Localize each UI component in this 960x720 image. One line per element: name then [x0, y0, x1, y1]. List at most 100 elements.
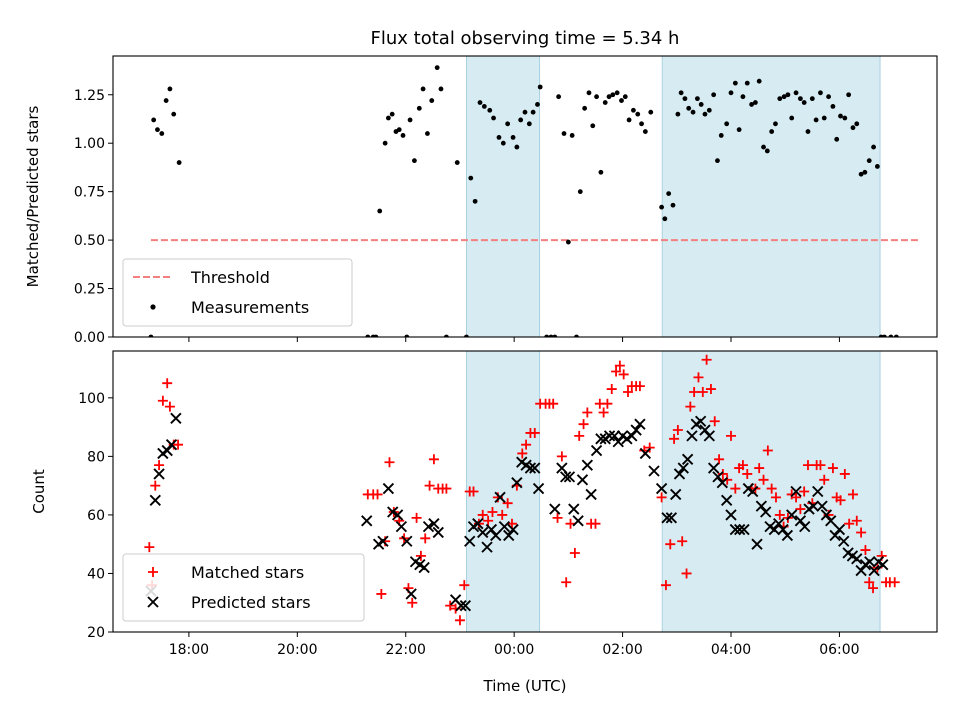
y-tick-label: 1.00: [74, 136, 105, 152]
predicted-star-point: [707, 462, 720, 474]
predicted-star-point: [585, 488, 597, 501]
matched-star-point: [697, 386, 708, 397]
matched-star-point: [726, 430, 736, 441]
predicted-star-point: [153, 468, 165, 480]
matched-star-point: [611, 366, 622, 377]
matched-star-point: [477, 509, 488, 520]
legend-matched-swatch: [148, 567, 158, 577]
predicted-star-point: [648, 465, 660, 477]
predicted-star-point: [768, 523, 781, 536]
matched-star-point: [614, 360, 625, 371]
predicted-star-point: [477, 526, 489, 539]
measurement-point: [724, 121, 730, 127]
measurement-point: [702, 111, 708, 117]
predicted-star-point: [401, 535, 413, 547]
predicted-star-point: [595, 433, 607, 445]
predicted-star-point: [729, 523, 742, 536]
measurement-point: [842, 115, 848, 121]
matched-star-point: [868, 583, 879, 594]
predicted-star-point: [820, 509, 833, 521]
predicted-star-point: [755, 500, 768, 512]
measurement-point: [834, 136, 840, 142]
matched-star-point: [847, 489, 858, 500]
measurement-point: [871, 144, 876, 150]
matched-star-point: [556, 451, 567, 462]
predicted-star-point: [626, 430, 638, 442]
matched-star-point: [681, 568, 692, 579]
predicted-star-point: [382, 482, 395, 495]
predicted-star-point: [459, 599, 472, 612]
measurement-point: [793, 90, 799, 96]
measurement-point: [561, 131, 567, 136]
y-tick-label: 80: [87, 449, 105, 465]
matched-star-point: [521, 439, 532, 450]
measurement-point: [659, 204, 665, 210]
measurement-point: [614, 90, 620, 96]
matched-star-point: [411, 512, 422, 523]
measurement-point: [626, 117, 632, 123]
matched-star-point: [889, 577, 900, 588]
measurement-point: [167, 86, 173, 92]
measurement-point: [582, 105, 588, 111]
predicted-star-point: [405, 588, 417, 600]
predicted-star-point: [812, 485, 824, 498]
predicted-star-point: [494, 491, 506, 504]
measurement-point: [468, 175, 474, 181]
matched-star-point: [618, 369, 629, 380]
measurement-point: [826, 94, 831, 100]
predicted-star-point: [677, 462, 689, 474]
measurement-point: [690, 109, 696, 115]
measurement-point: [813, 117, 819, 123]
measurement-point: [535, 102, 540, 107]
matched-star-point: [762, 445, 773, 456]
measurement-point: [565, 239, 571, 245]
measurement-point: [888, 334, 894, 337]
matched-star-point: [660, 580, 671, 591]
predicted-star-point: [634, 418, 646, 430]
y-axis-label: Matched/Predicted stars: [24, 106, 42, 288]
measurement-point: [622, 94, 628, 100]
measurement-point: [773, 121, 778, 127]
y-axis-label: Count: [30, 469, 48, 514]
measurement-point: [635, 111, 641, 117]
x-tick-label: 06:00: [819, 642, 859, 658]
measurement-point: [610, 92, 616, 98]
matched-star-point: [441, 483, 452, 494]
measurement-point: [155, 127, 160, 133]
y-tick-label: 40: [87, 566, 105, 582]
measurement-point: [522, 109, 528, 115]
predicted-star-point: [455, 599, 467, 612]
matched-star-point: [839, 468, 850, 479]
measurement-point: [711, 92, 717, 98]
measurement-point: [496, 134, 502, 140]
measurement-point: [698, 102, 704, 107]
predicted-star-point: [799, 520, 811, 533]
measurement-point: [744, 80, 750, 86]
measurement-point: [606, 94, 612, 100]
measurement-point: [487, 107, 493, 113]
predicted-star-point: [777, 523, 789, 536]
matched-star-point: [864, 577, 875, 588]
legend-predicted-swatch: [147, 596, 159, 608]
chart-title: Flux total observing time = 5.34 h: [371, 28, 680, 49]
predicted-star-point: [529, 462, 541, 474]
matched-star-point: [574, 430, 585, 441]
measurement-point: [477, 100, 483, 105]
legend-label: Threshold: [190, 268, 270, 287]
measurement-point: [639, 121, 644, 127]
x-tick-label: 02:00: [602, 642, 642, 658]
matched-star-point: [827, 463, 838, 474]
measurement-point: [675, 111, 681, 117]
legend-label: Measurements: [191, 298, 309, 317]
predicted-star-point: [670, 488, 682, 501]
predicted-star-point: [161, 444, 173, 457]
predicted-star-point: [572, 515, 584, 527]
measurement-point: [148, 334, 154, 337]
measurement-point: [500, 140, 506, 146]
measurement-point: [434, 65, 440, 71]
y-tick-label: 0.50: [74, 233, 105, 249]
matched-star-point: [487, 506, 498, 517]
measurement-point: [752, 100, 758, 105]
matched-star-point: [693, 372, 704, 383]
x-tick-label: 20:00: [277, 642, 317, 658]
